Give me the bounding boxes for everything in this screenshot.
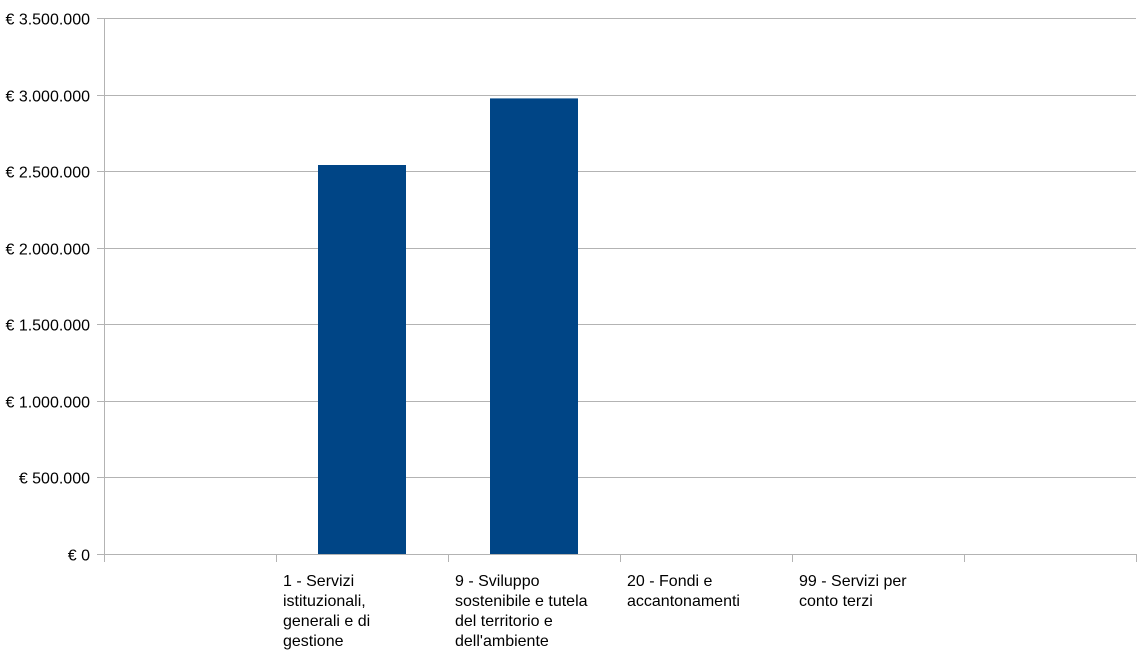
axes xyxy=(97,18,1137,562)
category-label: 9 - Sviluppo sostenibile e tutela del terr… xyxy=(455,573,588,650)
category-label-line: generali e di xyxy=(283,613,370,630)
bars xyxy=(318,98,578,555)
category-label-line: 1 - Servizi xyxy=(283,573,354,590)
y-tick-label: € 1.500.000 xyxy=(5,318,90,335)
y-tick-label: € 3.000.000 xyxy=(5,89,90,106)
category-label-line: istituzionali, xyxy=(283,593,366,610)
bar xyxy=(318,165,406,554)
y-tick-label: € 2.500.000 xyxy=(5,165,90,182)
category-label: 99 - Servizi per conto terzi xyxy=(799,573,907,610)
y-tick-label: € 1.000.000 xyxy=(5,395,90,412)
category-label-line: del territorio e xyxy=(455,613,553,630)
y-tick-labels: € 0 € 500.000 € 1.000.000 € 1.500.000 € 2.00… xyxy=(5,12,90,565)
y-tick-label: € 3.500.000 xyxy=(5,12,90,29)
category-label-line: conto terzi xyxy=(799,593,873,610)
bar xyxy=(490,98,578,555)
category-label-line: 99 - Servizi per xyxy=(799,573,907,590)
category-label-line: 20 - Fondi e xyxy=(627,573,712,590)
category-label-line: accantonamenti xyxy=(627,593,740,610)
y-tick-label: € 500.000 xyxy=(19,471,90,488)
category-label: 20 - Fondi e accantonamenti xyxy=(627,573,740,610)
category-label-line: sostenibile e tutela xyxy=(455,593,588,610)
y-tick-label: € 0 xyxy=(68,548,90,565)
category-label-line: 9 - Sviluppo xyxy=(455,573,540,590)
y-tick-label: € 2.000.000 xyxy=(5,242,90,259)
category-label: 1 - Servizi istituzionali, generali e di ge… xyxy=(283,573,370,650)
gridlines xyxy=(104,18,1136,478)
category-label-line: dell'ambiente xyxy=(455,633,549,650)
category-label-line: gestione xyxy=(283,633,344,650)
category-labels: 1 - Servizi istituzionali, generali e di ge… xyxy=(283,573,907,650)
